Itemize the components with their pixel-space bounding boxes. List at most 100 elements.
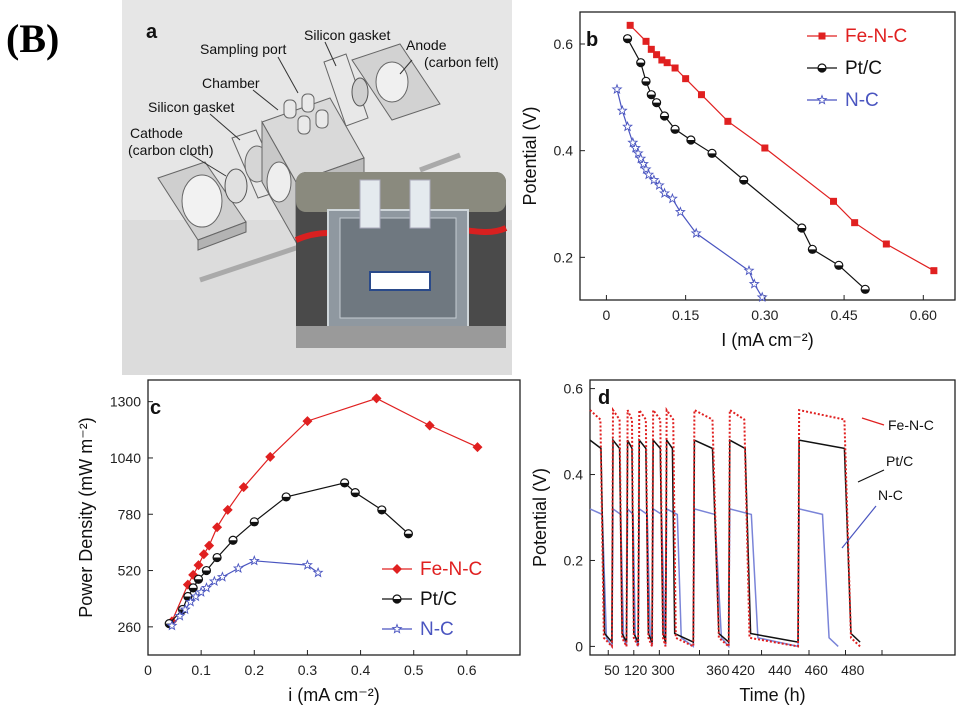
data-point-c-2 bbox=[248, 554, 260, 566]
data-point-b-2 bbox=[743, 264, 755, 276]
data-point-c-1 bbox=[350, 487, 360, 498]
legend-marker-c bbox=[392, 594, 402, 604]
x-tick-label-b: 0.15 bbox=[672, 307, 699, 323]
annotation-pointer-d bbox=[857, 469, 885, 483]
y-tick-label-c: 1300 bbox=[110, 394, 141, 410]
callout-chamber: Chamber bbox=[202, 75, 260, 91]
annotation-label-d: N-C bbox=[878, 487, 903, 503]
data-point-b-2 bbox=[622, 120, 633, 132]
data-point-b-2 bbox=[674, 206, 686, 217]
data-point-c-1 bbox=[201, 565, 212, 576]
data-point-b-2 bbox=[640, 163, 652, 175]
data-point-b-2 bbox=[637, 158, 649, 169]
cathode-plate bbox=[157, 161, 247, 251]
data-point-c-2 bbox=[179, 603, 191, 615]
data-point-b-0 bbox=[647, 45, 655, 53]
carbon-felt bbox=[351, 77, 369, 107]
data-point-b-0 bbox=[830, 197, 838, 205]
data-point-b-2 bbox=[643, 168, 655, 180]
data-point-c-0 bbox=[204, 540, 215, 551]
data-point-c-2 bbox=[166, 620, 178, 631]
data-point-c-2 bbox=[232, 562, 244, 574]
data-point-b-2 bbox=[756, 291, 768, 303]
annotation-pointer-d bbox=[861, 417, 885, 426]
data-point-b-0 bbox=[930, 267, 938, 275]
data-point-c-1 bbox=[281, 492, 291, 502]
legend-label-c: Pt/C bbox=[420, 589, 457, 610]
data-point-c-2 bbox=[216, 571, 228, 582]
legend-marker-b bbox=[816, 94, 828, 105]
callout-cathode-material: (carbon cloth) bbox=[128, 142, 214, 158]
callout-lines bbox=[189, 41, 413, 177]
data-point-b-2 bbox=[629, 142, 641, 153]
data-point-c-2 bbox=[312, 566, 324, 578]
chart-b: b 0 0.15 0.30 0.45 0.60 0.2 0.4 0.6 I (mA cm⁻²) Po… bbox=[520, 11, 956, 350]
x-tick-label-b: 0.60 bbox=[910, 307, 937, 323]
data-point-b-1 bbox=[646, 90, 656, 100]
data-point-b-1 bbox=[622, 34, 633, 44]
panel-a: a bbox=[122, 0, 512, 375]
data-point-b-1 bbox=[636, 58, 646, 68]
carbon-cloth bbox=[224, 168, 248, 204]
data-point-c-2 bbox=[208, 575, 220, 587]
x-axis-label-b: I (mA cm⁻²) bbox=[721, 330, 814, 350]
y-tick-label-b: 0.4 bbox=[554, 143, 574, 159]
data-point-b-0 bbox=[682, 75, 690, 83]
y-axis-label-c: Power Density (mW m⁻²) bbox=[76, 417, 96, 618]
y-axis-label-d: Potential (V) bbox=[530, 468, 550, 567]
x-tick-label-b: 0.30 bbox=[751, 307, 778, 323]
panel-label-d: d bbox=[598, 387, 610, 409]
data-point-b-0 bbox=[626, 21, 634, 29]
x-tick-label-c: 0.5 bbox=[404, 662, 424, 678]
x-tick-label-d: 50 bbox=[604, 662, 620, 678]
data-point-c-0 bbox=[222, 504, 233, 515]
data-point-b-0 bbox=[671, 64, 679, 72]
y-tick-label-b: 0.2 bbox=[554, 249, 574, 265]
data-point-b-2 bbox=[648, 174, 660, 185]
data-point-c-0 bbox=[302, 416, 313, 427]
x-tick-label-d: 360 bbox=[706, 662, 730, 678]
data-point-c-1 bbox=[340, 478, 350, 488]
chart-c: c 0 0.1 0.2 0.3 0.4 0.5 0.6 260 520 780 1040 1300 i (… bbox=[76, 379, 521, 705]
data-point-b-2 bbox=[653, 179, 665, 191]
data-point-c-1 bbox=[228, 535, 238, 545]
data-point-b-1 bbox=[641, 76, 651, 86]
data-point-b-0 bbox=[653, 51, 661, 59]
x-tick-label-c: 0.1 bbox=[191, 662, 211, 678]
data-point-c-0 bbox=[371, 393, 382, 404]
data-point-b-1 bbox=[860, 284, 870, 294]
legend-marker-c bbox=[391, 623, 403, 634]
x-axis-label-c: i (mA cm⁻²) bbox=[288, 685, 380, 705]
data-point-c-0 bbox=[212, 522, 223, 533]
x-axis-label-d: Time (h) bbox=[739, 685, 805, 705]
data-point-c-1 bbox=[188, 583, 198, 593]
data-point-c-0 bbox=[265, 451, 276, 462]
y-tick-label-c: 260 bbox=[118, 619, 142, 635]
data-point-b-1 bbox=[797, 223, 807, 233]
data-point-c-2 bbox=[201, 582, 212, 593]
y-tick-label-d: 0.6 bbox=[564, 381, 584, 397]
callout-anode-material: (carbon felt) bbox=[424, 54, 499, 70]
figure-label: (B) bbox=[6, 16, 59, 61]
data-point-b-1 bbox=[834, 260, 844, 270]
data-point-c-1 bbox=[212, 552, 222, 563]
data-point-b-0 bbox=[851, 219, 859, 227]
anode-plate bbox=[351, 43, 441, 121]
legend-label-c: N-C bbox=[420, 619, 454, 640]
plot-frame-c bbox=[147, 379, 521, 656]
data-point-c-0 bbox=[472, 442, 483, 453]
data-point-b-0 bbox=[697, 91, 705, 99]
plot-frame-d bbox=[589, 379, 956, 656]
data-point-b-1 bbox=[659, 111, 670, 121]
series-trace-d-0 bbox=[589, 406, 861, 649]
data-point-b-1 bbox=[670, 124, 680, 134]
data-point-b-2 bbox=[690, 227, 702, 239]
data-point-b-2 bbox=[666, 192, 678, 204]
data-point-b-0 bbox=[882, 240, 890, 248]
data-point-b-1 bbox=[807, 244, 817, 254]
callout-silicon-gasket-left: Silicon gasket bbox=[148, 99, 234, 115]
data-point-b-0 bbox=[724, 117, 732, 125]
data-point-c-2 bbox=[174, 610, 186, 621]
x-tick-label-c: 0.2 bbox=[245, 662, 265, 678]
